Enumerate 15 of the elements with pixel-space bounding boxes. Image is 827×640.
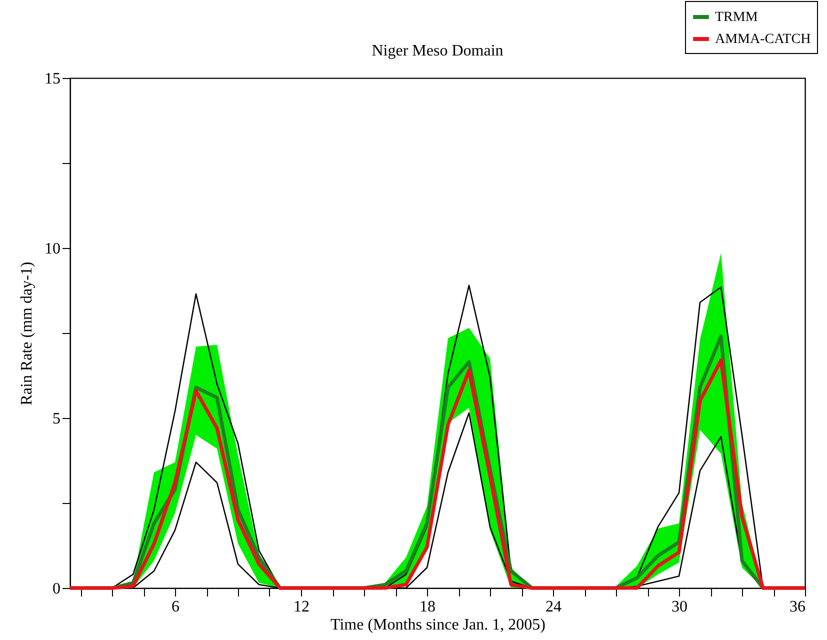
y-tick-label: 5 (52, 410, 60, 428)
x-axis-title: Time (Months since Jan. 1, 2005) (330, 616, 546, 634)
y-tick-label: 10 (44, 240, 60, 258)
chart-title: Niger Meso Domain (372, 42, 504, 60)
x-tick-label: 30 (672, 598, 688, 616)
y-tick-label: 0 (52, 580, 60, 598)
x-tick-label: 12 (294, 598, 310, 616)
x-tick-label: 18 (420, 598, 436, 616)
x-tick-label: 24 (546, 598, 562, 616)
legend-label: AMMA-CATCH (715, 32, 811, 47)
y-axis-title: Rain Rate (mm day-1) (18, 262, 36, 406)
legend-label: TRMM (715, 10, 758, 25)
x-tick-label: 6 (172, 598, 180, 616)
x-tick-label: 36 (790, 598, 806, 616)
y-tick-label: 15 (44, 70, 60, 88)
